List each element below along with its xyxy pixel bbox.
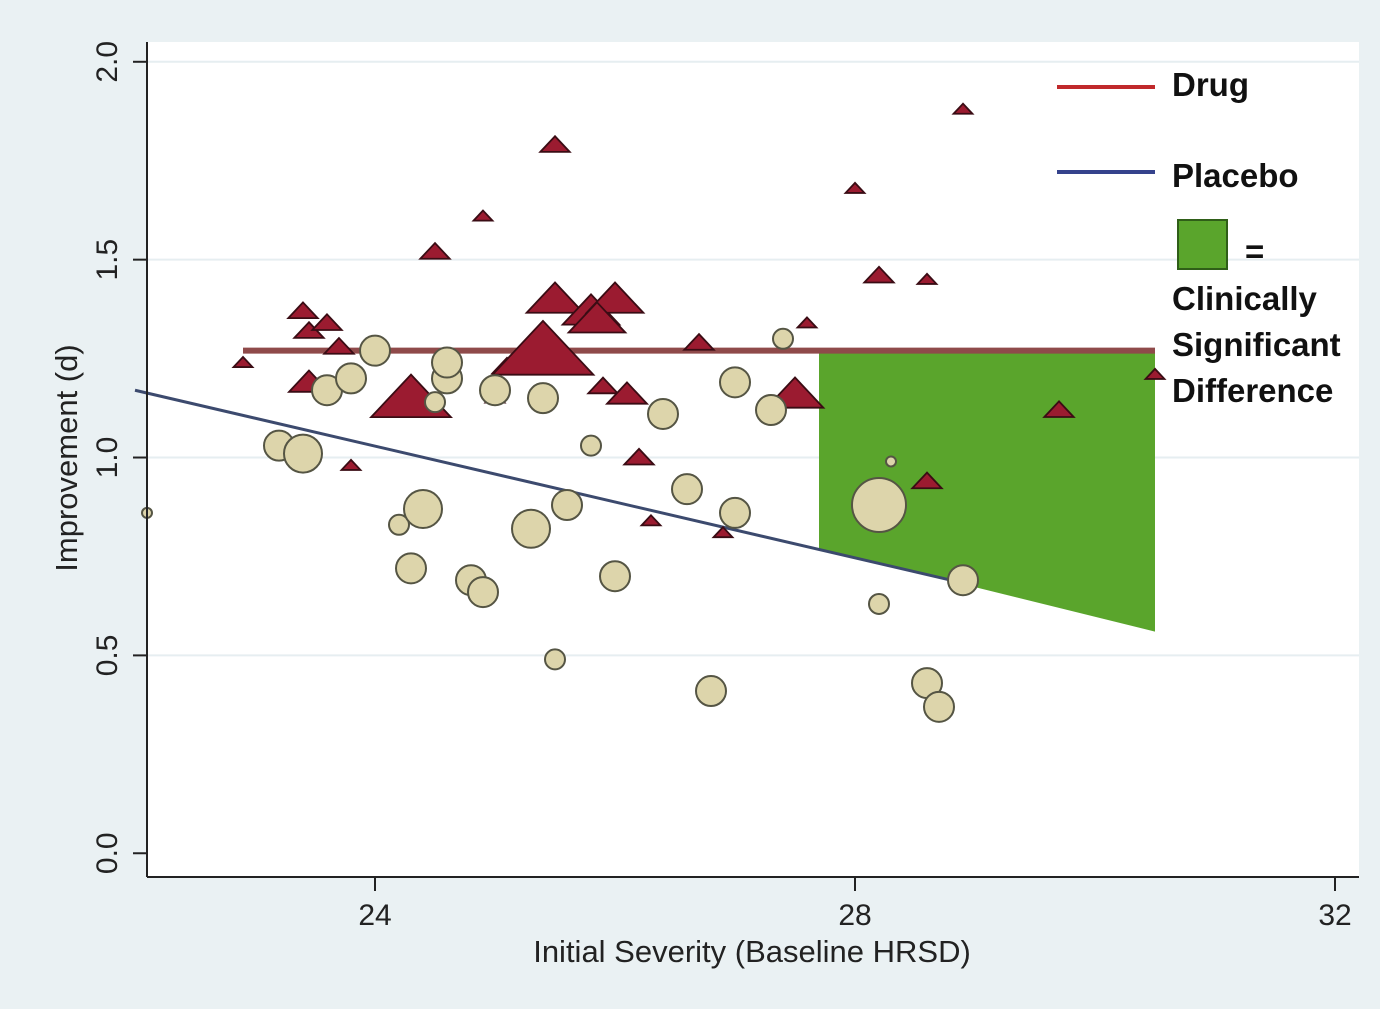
- placebo-point: [424, 391, 446, 414]
- placebo-point: [551, 489, 583, 522]
- drug-point: [566, 300, 628, 334]
- drug-point: [490, 319, 596, 376]
- placebo-point: [923, 690, 955, 723]
- placebo-point: [947, 564, 979, 597]
- placebo-point: [431, 346, 463, 379]
- drug-point: [915, 272, 939, 285]
- drug-point: [322, 336, 356, 355]
- significant-region: [819, 350, 1155, 632]
- drug-point: [1042, 400, 1076, 418]
- y-tick-label: 1.0: [91, 437, 124, 479]
- placebo-point: [695, 675, 727, 708]
- markers-layer: [141, 102, 1167, 723]
- legend-region-line-2: Significant: [1172, 326, 1341, 363]
- significant-region-layer: [819, 350, 1155, 632]
- y-ticks: 0.0 0.5 1.0 1.5 2.0: [91, 41, 147, 874]
- x-tick-label: 28: [838, 899, 871, 932]
- drug-point: [418, 241, 452, 260]
- placebo-point: [719, 496, 751, 529]
- legend-region-swatch: [1177, 219, 1228, 270]
- drug-point: [604, 381, 650, 405]
- legend: Drug Placebo = Clinically Significant Di…: [1057, 66, 1341, 409]
- placebo-point: [885, 455, 897, 468]
- legend-placebo-label: Placebo: [1172, 157, 1299, 194]
- drug-point: [910, 471, 944, 490]
- fit-lines-layer: [134, 347, 1155, 582]
- placebo-fit-line: [134, 388, 952, 582]
- grid-lines: [147, 60, 1359, 657]
- legend-region-line-1: Clinically: [1172, 280, 1318, 317]
- placebo-point: [719, 366, 751, 399]
- placebo-point: [359, 334, 391, 367]
- placebo-point: [388, 513, 410, 536]
- drug-point: [524, 281, 586, 314]
- drug-point: [286, 301, 320, 319]
- plot-area: [147, 42, 1359, 877]
- placebo-point: [511, 508, 551, 549]
- drug-point: [682, 332, 716, 351]
- placebo-point: [395, 552, 427, 585]
- x-tick-label: 32: [1318, 899, 1351, 932]
- legend-equals-sign: =: [1245, 233, 1264, 270]
- y-tick-label: 1.5: [91, 239, 124, 281]
- drug-point: [711, 525, 735, 539]
- drug-point: [1143, 367, 1167, 380]
- y-tick-label: 0.5: [91, 635, 124, 677]
- placebo-point: [580, 434, 602, 457]
- x-tick-label: 24: [358, 899, 391, 932]
- legend-region-line-3: Difference: [1172, 372, 1333, 409]
- drug-point: [471, 209, 495, 222]
- drug-point: [843, 181, 867, 194]
- x-ticks: 24 28 32: [358, 877, 1352, 932]
- placebo-point: [283, 433, 323, 474]
- placebo-point: [772, 327, 794, 350]
- drug-point: [622, 447, 656, 466]
- placebo-point: [335, 362, 367, 395]
- y-axis-title: Improvement (d): [49, 344, 84, 571]
- y-tick-label: 2.0: [91, 41, 124, 83]
- drug-point: [862, 265, 896, 284]
- placebo-point: [755, 394, 787, 427]
- drug-point: [538, 134, 572, 153]
- drug-point: [231, 355, 255, 368]
- placebo-point: [671, 473, 703, 506]
- x-axis-title: Initial Severity (Baseline HRSD): [533, 934, 971, 969]
- axes-layer: [146, 42, 1359, 878]
- placebo-point: [527, 382, 559, 415]
- legend-drug-label: Drug: [1172, 66, 1249, 103]
- placebo-point: [403, 488, 443, 529]
- drug-point: [951, 102, 975, 115]
- drug-point: [310, 312, 344, 331]
- placebo-point: [544, 648, 566, 671]
- drug-point: [795, 316, 819, 329]
- placebo-point: [479, 374, 511, 407]
- drug-point: [586, 376, 620, 395]
- placebo-point: [647, 397, 679, 430]
- placebo-point: [851, 477, 907, 534]
- drug-point: [639, 513, 663, 527]
- placebo-point: [868, 592, 890, 615]
- drug-point: [339, 458, 363, 471]
- placebo-point: [599, 560, 631, 593]
- placebo-point: [467, 576, 499, 609]
- y-tick-label: 0.0: [91, 832, 124, 874]
